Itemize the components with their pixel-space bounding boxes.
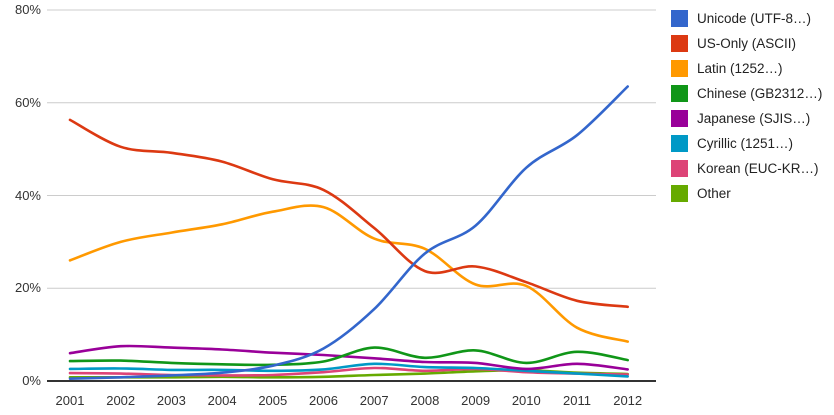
series-lines <box>68 85 629 380</box>
x-tick-label-2004: 2004 <box>207 393 237 408</box>
legend-item-chinese-gb2312[interactable]: Chinese (GB2312…) <box>671 85 822 102</box>
series-line-latin-1252[interactable] <box>68 204 629 343</box>
legend-label: Korean (EUC-KR…) <box>697 161 819 176</box>
series-line-japanese-sjis[interactable] <box>68 344 629 371</box>
legend-color-swatch <box>671 185 688 202</box>
x-tick-label-2010: 2010 <box>511 393 541 408</box>
legend-label: Japanese (SJIS…) <box>697 111 811 126</box>
x-tick-label-2005: 2005 <box>258 393 288 408</box>
x-tick-label-2001: 2001 <box>55 393 85 408</box>
series-line-cyrillic-1251[interactable] <box>68 362 629 378</box>
legend-item-cyrillic-1251[interactable]: Cyrillic (1251…) <box>671 135 822 152</box>
legend-item-unicode-utf-8[interactable]: Unicode (UTF-8…) <box>671 10 822 27</box>
y-tick-label-0: 0% <box>22 373 41 388</box>
y-tick-label-80: 80% <box>14 2 41 17</box>
y-tick-label-20: 20% <box>14 280 41 296</box>
legend-item-other[interactable]: Other <box>671 185 822 202</box>
x-tick-label-2008: 2008 <box>410 393 440 408</box>
gridlines <box>47 9 656 382</box>
x-tick-label-2012: 2012 <box>613 393 643 408</box>
legend-item-japanese-sjis[interactable]: Japanese (SJIS…) <box>671 110 822 127</box>
x-tick-label-2006: 2006 <box>309 393 338 408</box>
legend-color-swatch <box>671 35 688 52</box>
legend-color-swatch <box>671 85 688 102</box>
x-tick-label-2002: 2002 <box>106 393 136 408</box>
legend-item-us-only-ascii[interactable]: US-Only (ASCII) <box>671 35 822 52</box>
y-tick-label-60: 60% <box>14 94 41 110</box>
legend-label: Latin (1252…) <box>697 61 783 76</box>
series-line-chinese-gb2312[interactable] <box>68 346 629 367</box>
legend-color-swatch <box>671 160 688 177</box>
x-tick-label-2007: 2007 <box>359 393 389 408</box>
y-tick-label-40: 40% <box>14 187 41 203</box>
legend-label: Unicode (UTF-8…) <box>697 11 812 26</box>
legend-label: Other <box>697 186 731 201</box>
legend-item-korean-euc-kr[interactable]: Korean (EUC-KR…) <box>671 160 822 177</box>
x-tick-label-2009: 2009 <box>461 393 491 408</box>
series-line-us-only-ascii[interactable] <box>68 118 629 309</box>
legend-color-swatch <box>671 60 688 77</box>
legend-color-swatch <box>671 110 688 127</box>
legend-label: Cyrillic (1251…) <box>697 136 794 151</box>
x-tick-label-2003: 2003 <box>156 393 186 408</box>
legend: Unicode (UTF-8…) US-Only (ASCII) Latin (12… <box>671 10 822 210</box>
legend-color-swatch <box>671 10 688 27</box>
legend-item-latin-1252[interactable]: Latin (1252…) <box>671 60 822 77</box>
legend-label: Chinese (GB2312…) <box>697 86 823 101</box>
series-line-unicode-utf-8[interactable] <box>68 85 629 380</box>
legend-label: US-Only (ASCII) <box>697 36 797 51</box>
legend-color-swatch <box>671 135 688 152</box>
x-tick-label-2011: 2011 <box>563 393 591 408</box>
